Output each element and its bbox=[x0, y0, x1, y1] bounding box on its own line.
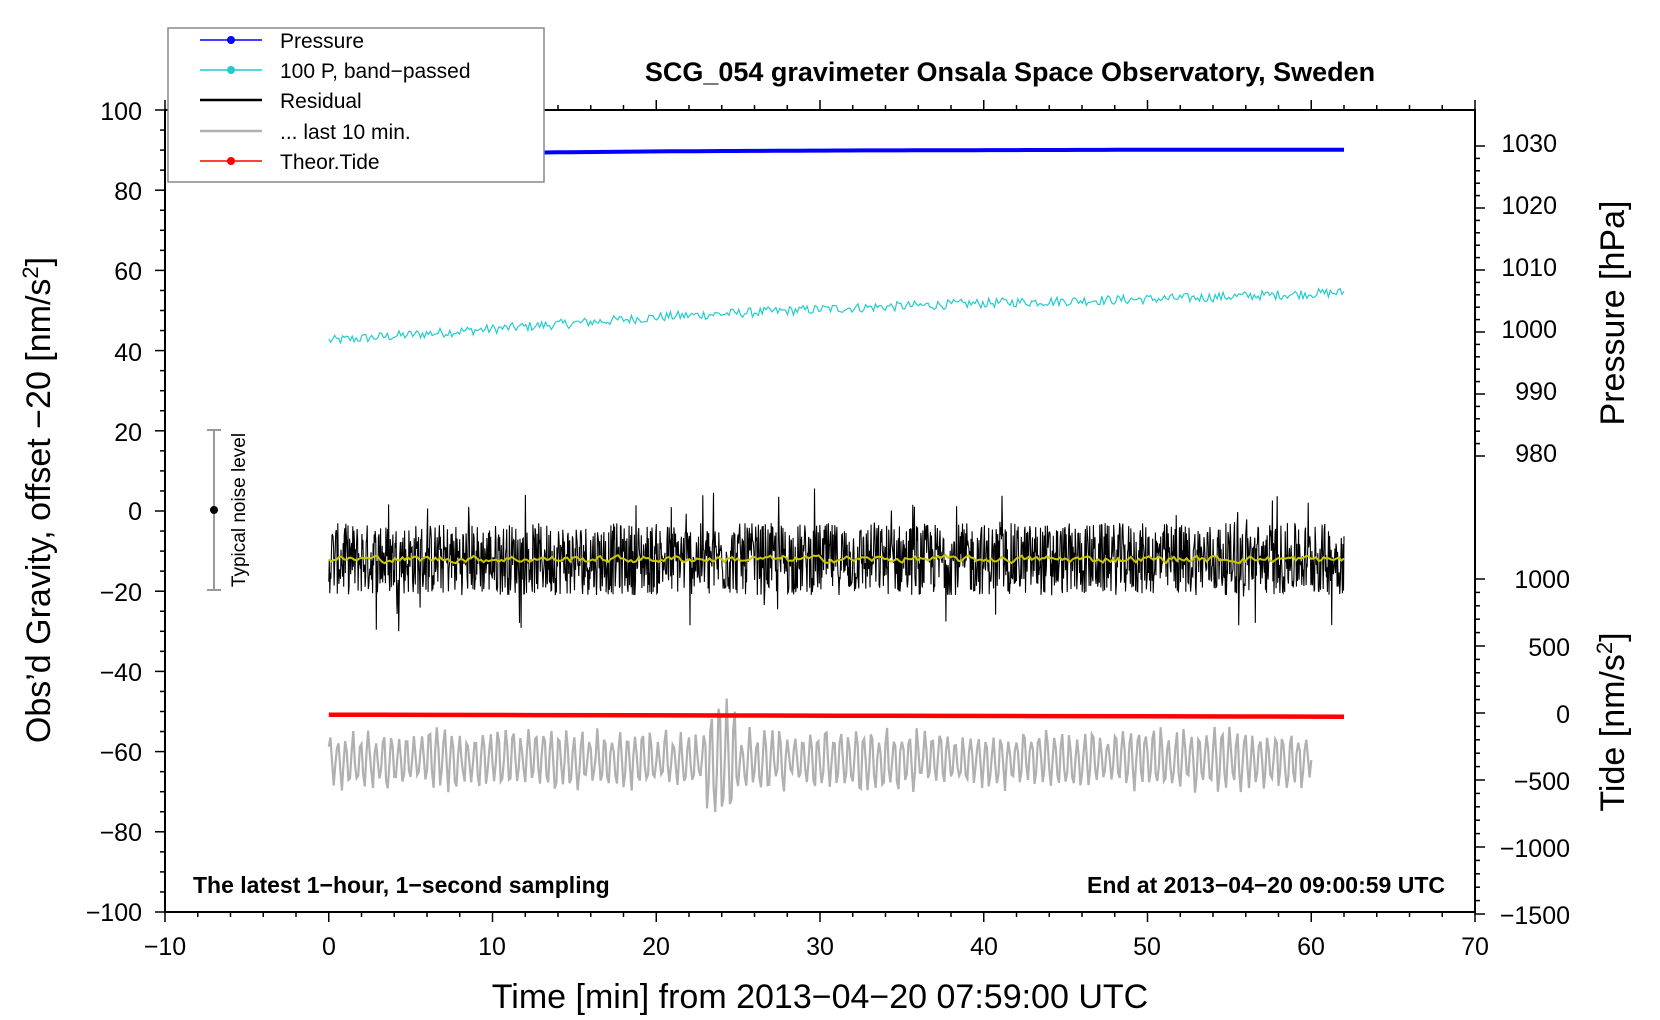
series-smoothed-residual bbox=[328, 553, 1345, 565]
x-tick-label: 20 bbox=[642, 933, 670, 961]
noise-label: Typical noise level bbox=[229, 433, 250, 587]
legend-label: Residual bbox=[280, 90, 362, 113]
legend-entry-residual: Residual bbox=[200, 90, 362, 113]
pressure-tick-labels: 1030 1020 1010 1000 990 980 bbox=[1501, 130, 1557, 468]
x-tick-labels: −10 0 10 20 30 40 50 60 70 bbox=[144, 933, 1489, 961]
legend-entry-pressure: Pressure bbox=[200, 30, 364, 53]
pressure-tick-label: 990 bbox=[1515, 378, 1557, 406]
x-tick-label: 60 bbox=[1297, 933, 1325, 961]
pressure-tick-label: 1000 bbox=[1501, 316, 1557, 344]
left-y-tick-label: 80 bbox=[114, 178, 142, 206]
pressure-tick-label: 1020 bbox=[1501, 192, 1557, 220]
plot-frame bbox=[164, 109, 1476, 913]
tide-tick-label: −1000 bbox=[1500, 835, 1570, 863]
x-tick-label: −10 bbox=[144, 933, 186, 961]
pressure-tick-label: 1010 bbox=[1501, 254, 1557, 282]
pressure-tick-label: 1030 bbox=[1501, 130, 1557, 158]
legend-marker bbox=[227, 157, 235, 165]
legend-label: ... last 10 min. bbox=[280, 121, 411, 144]
legend-label: Theor.Tide bbox=[280, 151, 380, 174]
left-y-tick-labels: 100 80 60 40 20 0 −20 −40 −60 −80 −100 bbox=[86, 98, 142, 927]
x-tick-label: 10 bbox=[478, 933, 506, 961]
annotation-end-time: End at 2013−04−20 09:00:59 UTC bbox=[1087, 872, 1445, 898]
x-axis-label: Time [min] from 2013−04−20 07:59:00 UTC bbox=[492, 978, 1148, 1016]
tide-axis-label: Tide [nm/s2] bbox=[1592, 632, 1633, 811]
x-tick-label: 30 bbox=[806, 933, 834, 961]
x-tick-label: 0 bbox=[322, 933, 336, 961]
legend-entry-last-10-min: ... last 10 min. bbox=[200, 121, 411, 144]
annotation-sampling: The latest 1−hour, 1−second sampling bbox=[193, 872, 610, 898]
series-band-passed-pressure bbox=[328, 287, 1345, 345]
tide-tick-label: 0 bbox=[1556, 701, 1570, 729]
tide-tick-label: 500 bbox=[1528, 634, 1570, 662]
tide-tick-label: −500 bbox=[1514, 768, 1570, 796]
series-residual bbox=[328, 488, 1345, 632]
left-y-tick-label: −100 bbox=[86, 899, 142, 927]
left-y-axis-label: Obs’d Gravity, offset −20 [nm/s2] bbox=[18, 257, 59, 743]
x-tick-label: 40 bbox=[970, 933, 998, 961]
legend-box bbox=[167, 27, 545, 183]
left-y-tick-label: −60 bbox=[100, 739, 142, 767]
series-theoretical-tide bbox=[328, 712, 1345, 719]
x-tick-label: 70 bbox=[1461, 933, 1489, 961]
left-y-tick-label: 20 bbox=[114, 419, 142, 447]
series-layer bbox=[327, 147, 1345, 813]
pressure-axis-label: Pressure [hPa] bbox=[1594, 201, 1632, 426]
left-y-tick-label: 60 bbox=[114, 258, 142, 286]
legend-label: 100 P, band−passed bbox=[280, 60, 471, 83]
axis-ticks bbox=[155, 100, 1485, 922]
legend-marker bbox=[227, 36, 235, 44]
x-tick-label: 50 bbox=[1133, 933, 1161, 961]
tide-tick-label: 1000 bbox=[1514, 566, 1570, 594]
left-y-tick-label: 0 bbox=[128, 498, 142, 526]
left-y-tick-label: −40 bbox=[100, 659, 142, 687]
left-y-tick-label: −20 bbox=[100, 579, 142, 607]
left-y-tick-label: −80 bbox=[100, 819, 142, 847]
legend: Pressure 100 P, band−passed Residual ...… bbox=[167, 27, 545, 183]
series-last-10-min bbox=[327, 698, 1313, 813]
typical-noise-indicator: Typical noise level bbox=[207, 429, 250, 591]
legend-marker bbox=[227, 66, 235, 74]
legend-entry-band-passed: 100 P, band−passed bbox=[200, 60, 471, 83]
legend-label: Pressure bbox=[280, 30, 364, 53]
legend-entry-theor-tide: Theor.Tide bbox=[200, 151, 380, 174]
left-y-tick-label: 40 bbox=[114, 339, 142, 367]
pressure-tick-label: 980 bbox=[1515, 440, 1557, 468]
tide-tick-label: −1500 bbox=[1500, 902, 1570, 930]
noise-center-dot bbox=[210, 506, 218, 514]
chart-title: SCG_054 gravimeter Onsala Space Observat… bbox=[645, 57, 1375, 87]
left-y-tick-label: 100 bbox=[100, 98, 142, 126]
tide-tick-labels: 1000 500 0 −500 −1000 −1500 bbox=[1500, 566, 1570, 930]
